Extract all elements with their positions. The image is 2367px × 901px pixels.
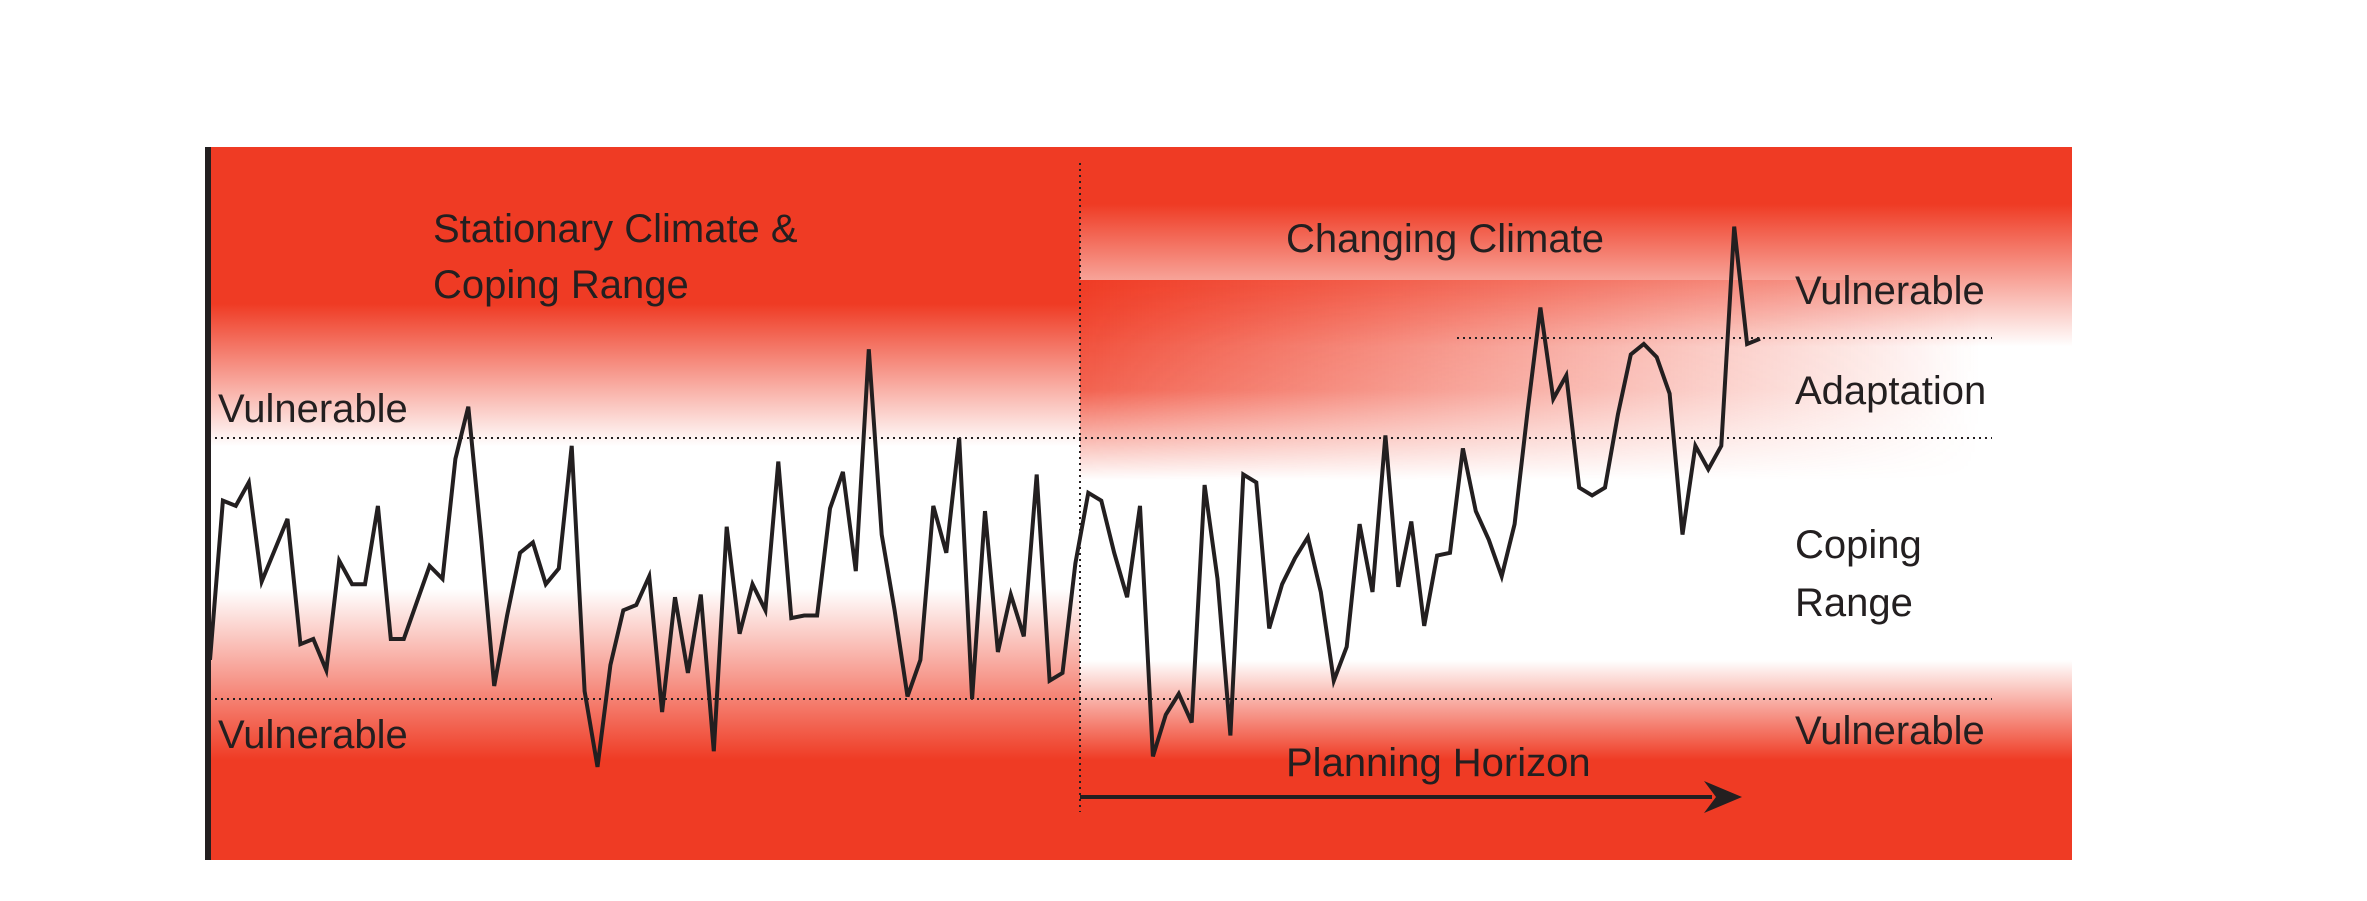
left-axis-bar [205, 147, 211, 860]
right-vulnerable-upper-label: Vulnerable [1795, 269, 1985, 313]
stationary-label-line1: Stationary Climate & [433, 207, 798, 251]
adaptation-label: Adaptation [1795, 369, 1986, 413]
right-vulnerable-lower-label: Vulnerable [1795, 709, 1985, 753]
coping-range-label-line1: Coping [1795, 523, 1922, 567]
changing-climate-label: Changing Climate [1286, 217, 1604, 261]
planning-horizon-label: Planning Horizon [1286, 741, 1591, 785]
changing-background [1080, 147, 2072, 860]
left-vulnerable-lower-label: Vulnerable [218, 713, 408, 757]
stationary-background [210, 147, 1080, 860]
left-vulnerable-upper-label: Vulnerable [218, 387, 408, 431]
coping-range-label-line2: Range [1795, 581, 1913, 625]
stationary-label-line2: Coping Range [433, 263, 689, 307]
planning-horizon-arrowhead [1704, 781, 1742, 813]
climate-variable-line [208, 226, 1761, 768]
